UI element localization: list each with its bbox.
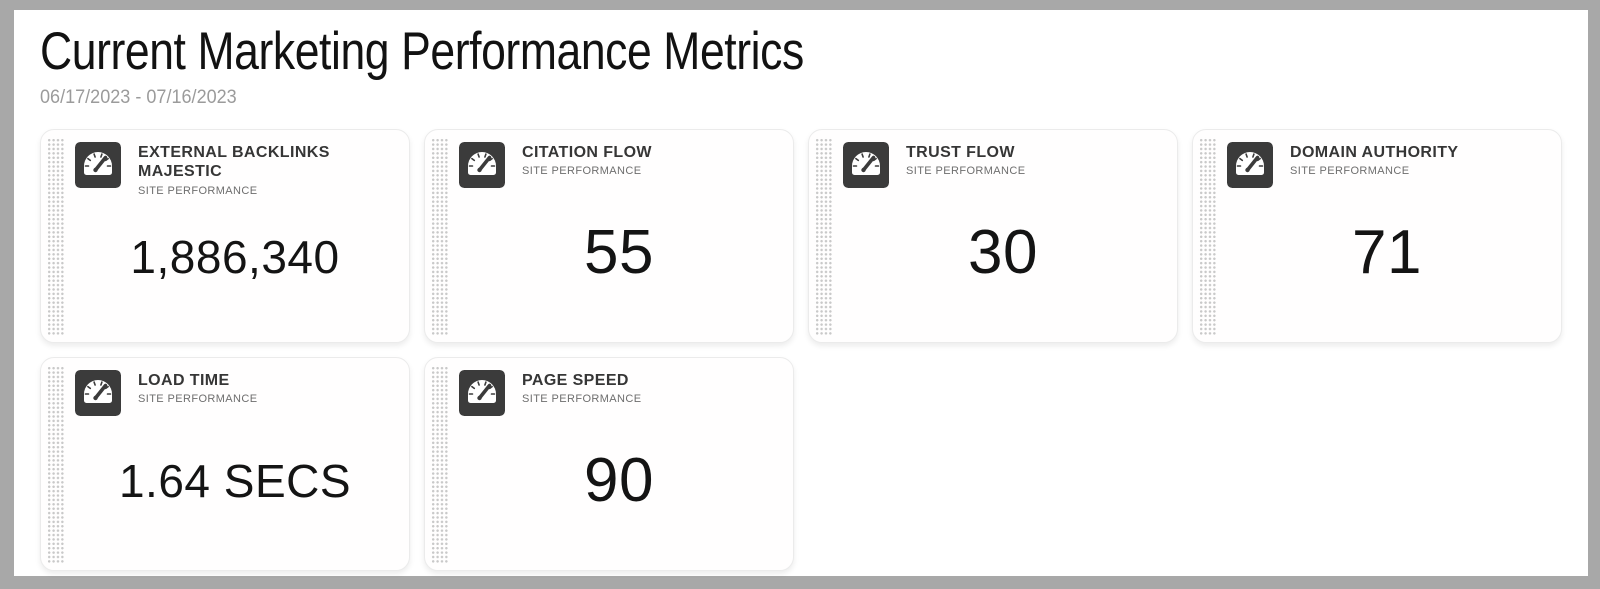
metric-title: CITATION FLOW	[522, 143, 652, 161]
metric-value: 55	[584, 218, 654, 288]
drag-handle[interactable]	[430, 136, 449, 335]
drag-handle[interactable]	[46, 364, 65, 563]
drag-handle[interactable]	[430, 364, 449, 563]
metric-card-citation-flow[interactable]: CITATION FLOW SITE PERFORMANCE 55	[424, 128, 794, 343]
metric-value: 30	[968, 218, 1038, 288]
card-header: DOMAIN AUTHORITY SITE PERFORMANCE	[1227, 142, 1547, 188]
metric-title: LOAD TIME	[138, 371, 230, 389]
metrics-grid: EXTERNAL BACKLINKS MAJESTIC SITE PERFORM…	[40, 128, 1562, 571]
metric-subtitle: SITE PERFORMANCE	[138, 393, 258, 406]
dashboard-page: Current Marketing Performance Metrics 06…	[14, 10, 1588, 576]
gauge-icon	[75, 142, 121, 188]
metric-title: TRUST FLOW	[906, 143, 1015, 161]
card-header: PAGE SPEED SITE PERFORMANCE	[459, 370, 779, 416]
metric-card-page-speed[interactable]: PAGE SPEED SITE PERFORMANCE 90	[424, 356, 794, 571]
card-header: TRUST FLOW SITE PERFORMANCE	[843, 142, 1163, 188]
card-header: CITATION FLOW SITE PERFORMANCE	[459, 142, 779, 188]
page-title: Current Marketing Performance Metrics	[40, 22, 804, 81]
metric-subtitle: SITE PERFORMANCE	[138, 184, 258, 197]
metric-title: PAGE SPEED	[522, 371, 629, 389]
metric-subtitle: SITE PERFORMANCE	[522, 165, 642, 178]
drag-handle[interactable]	[814, 136, 833, 335]
metric-subtitle: SITE PERFORMANCE	[522, 393, 642, 406]
metric-title: EXTERNAL BACKLINKS MAJESTIC	[138, 143, 330, 181]
metric-value: 1.64 SECS	[118, 454, 352, 507]
metric-card-trust-flow[interactable]: TRUST FLOW SITE PERFORMANCE 30	[808, 128, 1178, 343]
metric-subtitle: SITE PERFORMANCE	[1290, 165, 1410, 178]
metric-card-domain-authority[interactable]: DOMAIN AUTHORITY SITE PERFORMANCE 71	[1192, 128, 1562, 343]
drag-handle[interactable]	[46, 136, 65, 335]
card-header: LOAD TIME SITE PERFORMANCE	[75, 370, 395, 416]
metric-title: DOMAIN AUTHORITY	[1290, 143, 1459, 161]
metric-subtitle: SITE PERFORMANCE	[906, 165, 1026, 178]
metric-card-load-time[interactable]: LOAD TIME SITE PERFORMANCE 1.64 SECS	[40, 356, 410, 571]
metric-value: 71	[1352, 218, 1422, 288]
drag-handle[interactable]	[1198, 136, 1217, 335]
metric-card-external-backlinks[interactable]: EXTERNAL BACKLINKS MAJESTIC SITE PERFORM…	[40, 128, 410, 343]
date-range: 06/17/2023 - 07/16/2023	[40, 86, 237, 108]
metric-value: 1,886,340	[130, 231, 340, 284]
metric-value: 90	[584, 446, 654, 516]
card-header: EXTERNAL BACKLINKS MAJESTIC SITE PERFORM…	[75, 142, 395, 197]
